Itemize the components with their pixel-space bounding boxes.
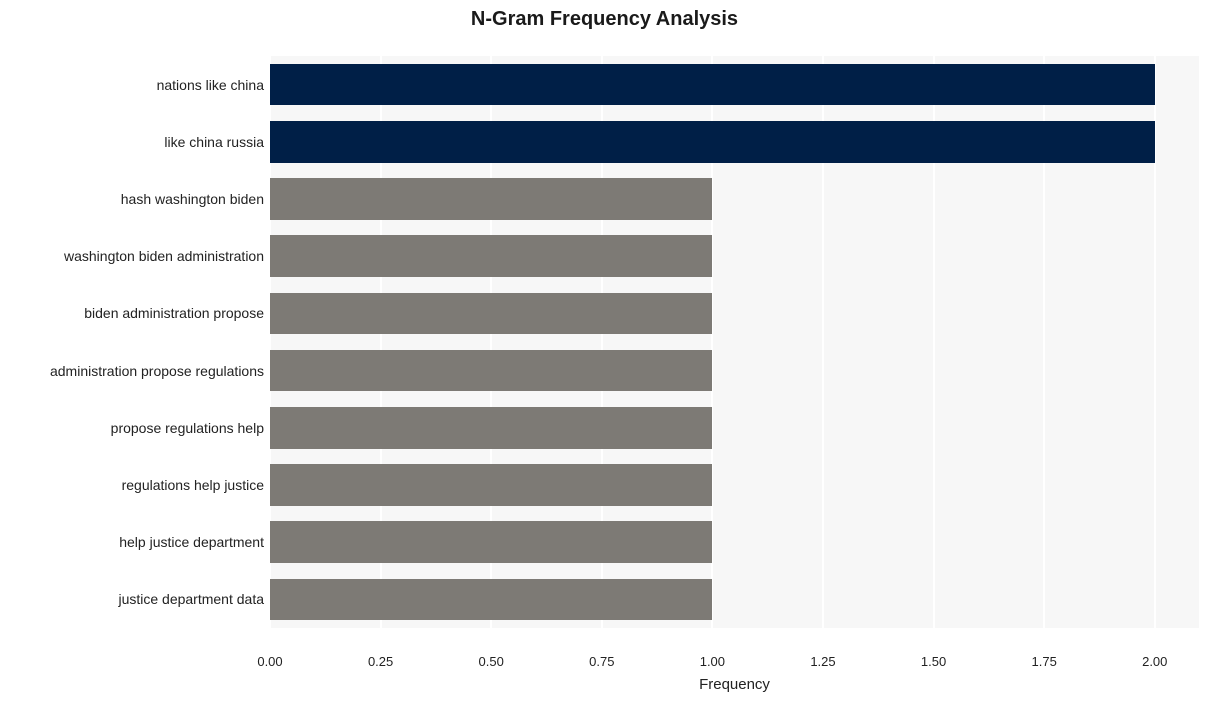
bar (270, 350, 712, 392)
chart-title: N-Gram Frequency Analysis (0, 8, 1209, 31)
bar (270, 235, 712, 277)
y-tick-label: washington biden administration (64, 248, 264, 264)
bar (270, 64, 1155, 106)
plot-area (270, 36, 1199, 648)
bar (270, 521, 712, 563)
y-tick-label: propose regulations help (111, 420, 264, 436)
y-tick-label: regulations help justice (122, 477, 264, 493)
x-tick-label: 2.00 (1142, 654, 1167, 669)
bar (270, 407, 712, 449)
bar (270, 293, 712, 335)
y-tick-label: biden administration propose (84, 305, 264, 321)
x-tick-label: 0.75 (589, 654, 614, 669)
bar (270, 121, 1155, 163)
x-tick-label: 0.50 (479, 654, 504, 669)
bar (270, 178, 712, 220)
x-tick-label: 1.00 (700, 654, 725, 669)
y-tick-label: like china russia (164, 134, 264, 150)
bar (270, 579, 712, 621)
y-tick-label: justice department data (118, 591, 264, 607)
x-tick-label: 0.25 (368, 654, 393, 669)
y-tick-label: help justice department (119, 534, 264, 550)
y-tick-label: administration propose regulations (50, 363, 264, 379)
x-tick-label: 1.50 (921, 654, 946, 669)
x-tick-label: 0.00 (257, 654, 282, 669)
x-axis-title: Frequency (270, 676, 1199, 693)
y-tick-label: nations like china (157, 77, 264, 93)
bar (270, 464, 712, 506)
y-tick-label: hash washington biden (121, 191, 264, 207)
x-tick-label: 1.75 (1032, 654, 1057, 669)
x-tick-label: 1.25 (810, 654, 835, 669)
ngram-chart: N-Gram Frequency Analysis Frequency nati… (0, 0, 1209, 701)
